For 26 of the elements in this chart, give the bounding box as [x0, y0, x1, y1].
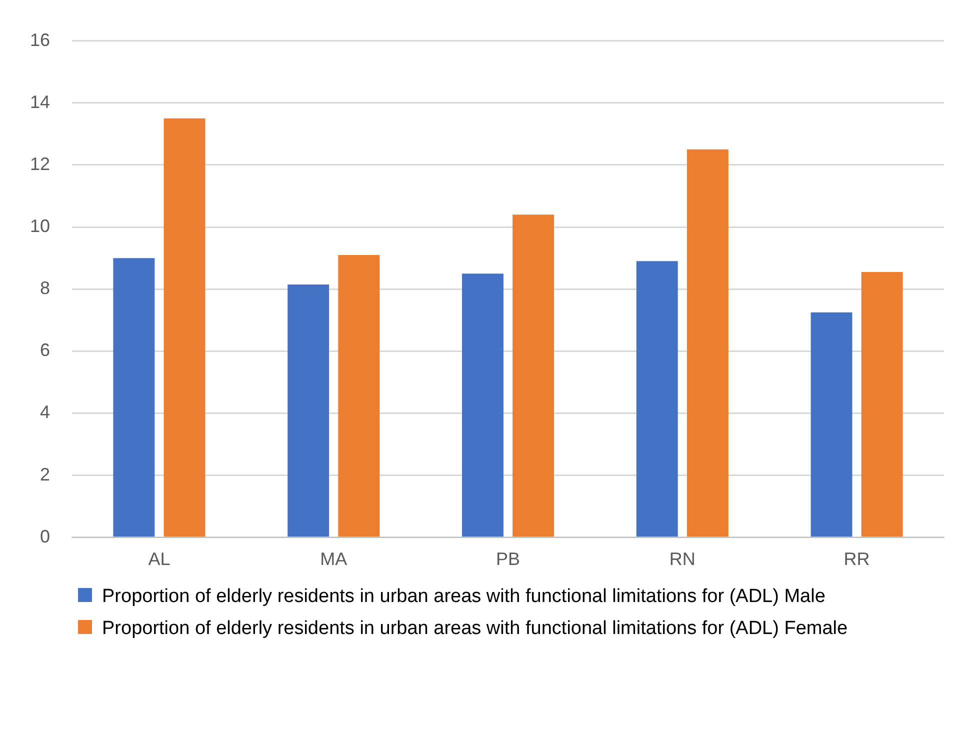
y-tick-label: 8	[40, 278, 50, 298]
y-tick-label: 2	[40, 464, 50, 484]
x-tick-label: PB	[496, 549, 520, 570]
bar	[810, 312, 852, 537]
y-tick-label: 4	[40, 402, 50, 422]
bar	[338, 254, 380, 537]
y-tick-label: 0	[40, 526, 50, 546]
x-tick-label: RN	[669, 549, 696, 570]
x-tick-label: MA	[320, 549, 348, 570]
bar	[686, 149, 728, 537]
y-tick-label: 14	[30, 92, 50, 112]
bar	[164, 118, 206, 537]
y-tick-label: 6	[40, 340, 50, 360]
y-tick-label: 16	[30, 30, 50, 50]
legend-label: Proportion of elderly residents in urban areas with functional limitations for (ADL) Male	[102, 585, 826, 609]
bar	[512, 214, 554, 537]
legend-label: Proportion of elderly residents in urban areas with functional limitations for (ADL) Female	[102, 617, 848, 641]
x-tick-label: AL	[148, 549, 170, 570]
bar	[636, 261, 678, 537]
x-tick-label: RR	[844, 549, 870, 570]
bar	[288, 284, 330, 537]
bar	[861, 272, 903, 537]
y-tick-label: 12	[30, 154, 50, 174]
bar	[462, 274, 504, 537]
y-tick-label: 10	[30, 216, 50, 236]
bar	[113, 258, 155, 537]
